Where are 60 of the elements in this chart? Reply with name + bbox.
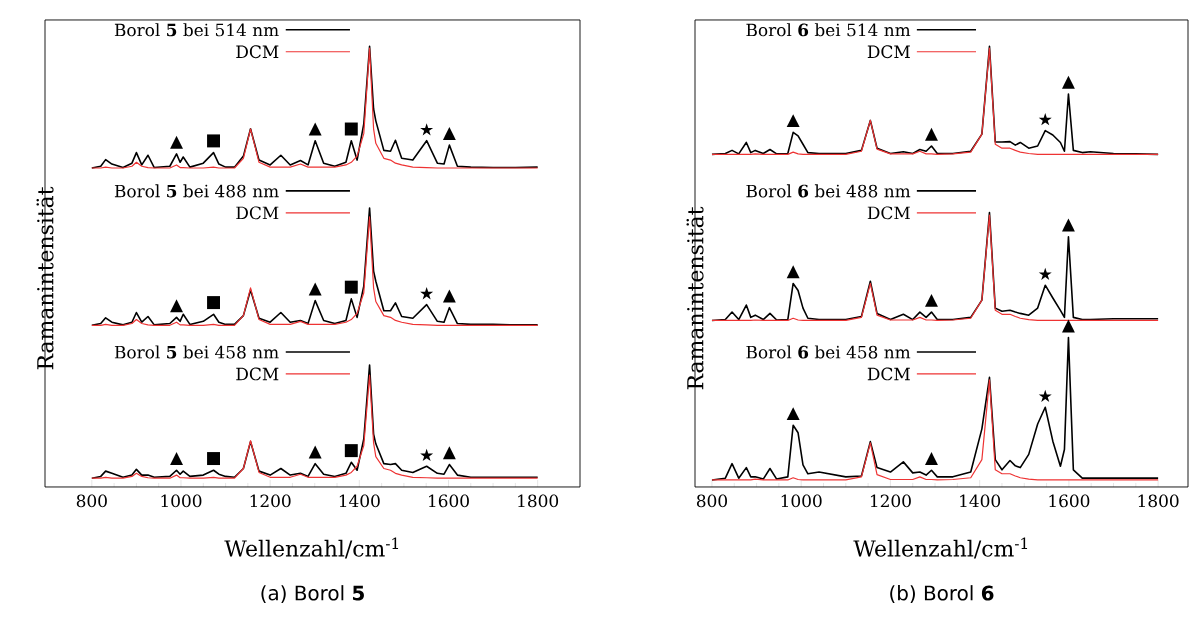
legend-label: DCM xyxy=(867,367,910,381)
text: (a) Borol 5 xyxy=(261,585,364,603)
legend-label: Borol 5 bei 458 nm xyxy=(114,345,279,359)
legend-label: Borol 5 bei 488 nm xyxy=(114,184,279,198)
annotation: ■ xyxy=(207,296,220,310)
annotation: ▲ xyxy=(786,407,800,421)
annotation: ▲ xyxy=(786,114,800,128)
annotation: ▲ xyxy=(1061,218,1075,232)
annotation: ▲ xyxy=(925,127,938,141)
x-tick-label: 1400 xyxy=(960,494,1001,508)
x-tick-label: 800 xyxy=(76,494,107,508)
annotation: ■ xyxy=(344,122,358,136)
x-tick-label: 1400 xyxy=(339,494,380,508)
annotation: ■ xyxy=(207,452,220,466)
legend-label: Borol 6 bei 488 nm xyxy=(746,184,911,198)
legend-label: DCM xyxy=(236,367,279,381)
x-tick-label: 1600 xyxy=(429,494,469,508)
annotation: ▲ xyxy=(442,289,456,303)
annotation: ▲ xyxy=(308,282,322,296)
annotation: ★ xyxy=(420,287,434,300)
annotation: ▲ xyxy=(925,452,938,466)
annotation: ■ xyxy=(207,134,220,148)
x-tick-label: 1200 xyxy=(870,494,911,508)
y-axis-title: Ramanintensität xyxy=(36,186,54,370)
y-axis-title: Ramanintensität xyxy=(686,206,704,390)
x-tick-label: 1000 xyxy=(161,494,202,508)
x-tick-label: 1600 xyxy=(1049,494,1090,508)
annotation: ▲ xyxy=(170,452,183,466)
text: (b) Borol 6 xyxy=(890,585,994,603)
annotation: ▲ xyxy=(442,446,456,460)
legend-label: Borol 6 bei 514 nm xyxy=(746,23,911,37)
x-axis-title: Wellenzahl/cm$^{-1}$ xyxy=(853,537,1028,559)
legend-label: DCM xyxy=(236,45,279,59)
x-tick-label: 1200 xyxy=(250,494,291,508)
annotation: ▲ xyxy=(1061,75,1075,89)
annotation: ▲ xyxy=(442,126,456,140)
annotation: ▲ xyxy=(308,445,322,459)
annotation: ★ xyxy=(1038,267,1052,281)
legend-label: Borol 6 bei 458 nm xyxy=(746,345,911,359)
annotation: ▲ xyxy=(786,265,800,279)
x-tick-label: 1800 xyxy=(518,494,559,508)
x-tick-label: 1800 xyxy=(1138,494,1179,508)
annotation: ■ xyxy=(344,280,358,294)
annotation: ■ xyxy=(344,444,358,458)
x-tick-label: 800 xyxy=(696,494,727,508)
annotation: ▲ xyxy=(925,293,938,307)
annotation: ▲ xyxy=(170,135,183,149)
annotation: ★ xyxy=(420,448,434,462)
annotation: ★ xyxy=(1038,113,1052,126)
x-tick-label: 1000 xyxy=(781,494,822,508)
legend-label: DCM xyxy=(867,45,910,59)
annotation: ★ xyxy=(1038,389,1052,403)
annotation: ▲ xyxy=(1061,319,1075,333)
legend-label: DCM xyxy=(867,206,910,220)
annotation: ▲ xyxy=(170,299,183,313)
legend-label: Borol 5 bei 514 nm xyxy=(114,23,279,37)
x-axis-title: Wellenzahl/cm$^{-1}$ xyxy=(224,537,399,559)
annotation: ▲ xyxy=(308,122,322,136)
legend-label: DCM xyxy=(236,206,279,220)
annotation: ★ xyxy=(420,123,434,136)
